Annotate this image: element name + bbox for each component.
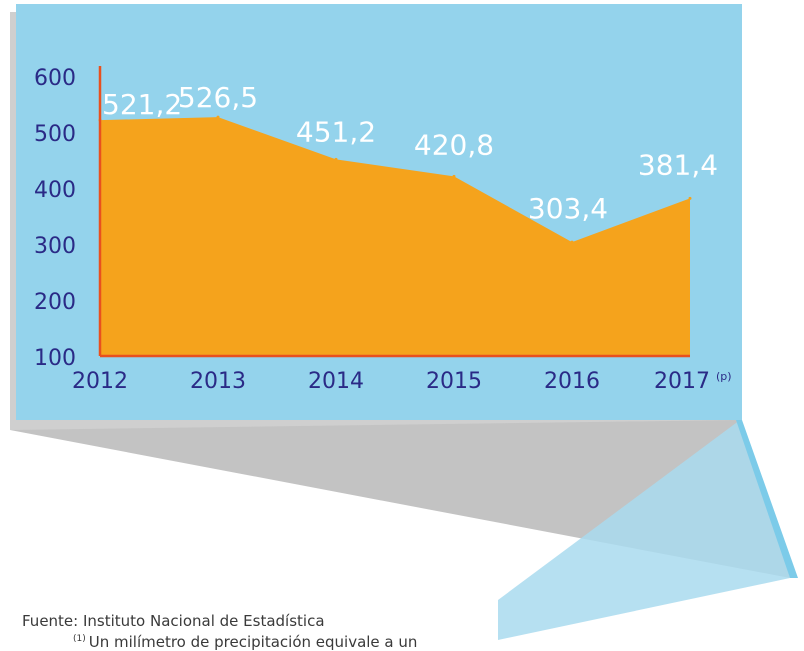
data-point-2014: [334, 157, 338, 161]
y-tick-label: 500: [34, 122, 76, 147]
callout-tail: [498, 420, 790, 640]
y-tick-label: 200: [34, 290, 76, 315]
y-tick-label: 600: [34, 66, 76, 91]
x-tick-label: 2012: [72, 369, 128, 394]
x-tick-label: 2013: [190, 369, 246, 394]
callout-tail-edge: [736, 420, 798, 578]
x-tick-label: 2014: [308, 369, 364, 394]
footnote: (1) Un milímetro de precipitación equival…: [73, 633, 417, 651]
area-series: [100, 117, 690, 356]
x-tick-label: 2017: [654, 369, 710, 394]
source-text: Fuente: Instituto Nacional de Estadístic…: [22, 612, 325, 630]
y-tick-label: 100: [34, 346, 76, 371]
x-axis-ticks: 2012 2013 2014 2015 2016 2017 (p): [72, 369, 732, 394]
data-label: 451,2: [296, 115, 376, 148]
plot-area: [98, 66, 692, 358]
data-label: 303,4: [528, 192, 608, 225]
x-tick-label: 2015: [426, 369, 482, 394]
data-point-2017: [688, 196, 692, 200]
footnote-marker: (1): [73, 634, 86, 644]
data-label: 521,2: [102, 88, 182, 121]
y-axis-ticks: 100 200 300 400 500 600: [34, 66, 76, 371]
data-label: 381,4: [638, 148, 718, 181]
y-tick-label: 400: [34, 178, 76, 203]
y-tick-label: 300: [34, 234, 76, 259]
data-point-2016: [570, 240, 574, 244]
data-point-2013: [216, 115, 220, 119]
data-label: 420,8: [414, 128, 494, 161]
data-label: 526,5: [178, 81, 258, 114]
x-tick-note: (p): [716, 370, 732, 383]
data-point-2015: [452, 174, 456, 178]
x-tick-label: 2016: [544, 369, 600, 394]
footnote-text: Un milímetro de precipitación equivale a…: [88, 633, 418, 651]
